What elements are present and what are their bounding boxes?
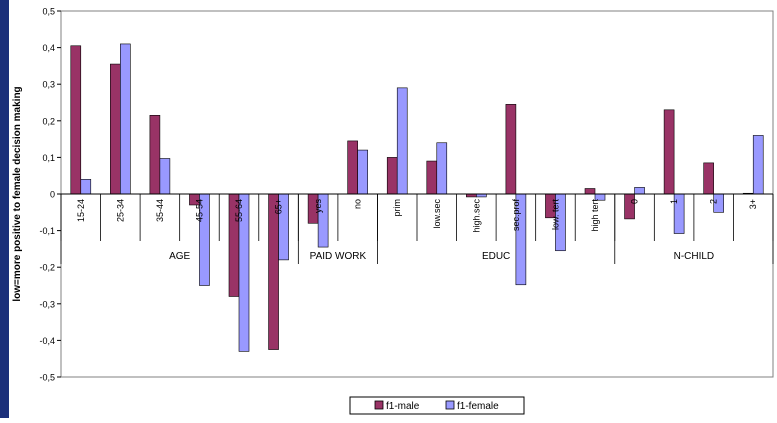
bar-male-11 [505, 104, 517, 195]
bars [70, 43, 764, 352]
left-edge-bar [0, 0, 9, 418]
group-label: AGE [169, 251, 190, 262]
x-tick-label: sec.prof [511, 199, 521, 232]
bar-male-0 [70, 45, 82, 195]
x-tick-label: no [353, 199, 363, 209]
y-tick-label: -0,2 [39, 263, 55, 273]
y-tick-label: 0 [50, 190, 55, 200]
y-axis-label: low=more positive to female decision mak… [12, 86, 23, 301]
x-tick-label: 1 [669, 199, 679, 204]
x-tick-label: 55-64 [234, 199, 244, 222]
y-tick-label: -0,4 [39, 336, 55, 346]
x-tick-label: 65+ [274, 199, 284, 214]
x-tick-label: 15-24 [76, 199, 86, 222]
legend: f1-male f1-female [349, 396, 525, 415]
x-tick-label: low. tert [550, 199, 560, 231]
bar-female-0 [80, 179, 92, 195]
y-tick-label: 0,4 [42, 43, 55, 53]
x-tick-label: 35-44 [155, 199, 165, 222]
x-tick-label: low.sec [432, 199, 442, 229]
y-tick-label: 0,5 [42, 7, 55, 17]
x-tick-label: yes [313, 199, 323, 214]
bar-male-15 [663, 109, 675, 195]
group-label: N-CHILD [674, 251, 715, 262]
group-label: EDUC [482, 251, 510, 262]
y-tick-label: 0,1 [42, 153, 55, 163]
y-tick-label: -0,3 [39, 299, 55, 309]
x-axis: 15-24 25-34 35-44 45-54 55-64 65+ yes no prim low… [60, 193, 774, 264]
bar-female-17 [752, 135, 764, 195]
bar-male-9 [426, 160, 438, 195]
legend-swatch-male [374, 400, 384, 410]
bar-male-2 [149, 115, 161, 195]
bar-male-5 [268, 193, 279, 350]
legend-swatch-female [445, 400, 455, 410]
y-tick-label: -0,1 [39, 226, 55, 236]
x-tick-label: 3+ [748, 199, 758, 209]
legend-label-male: f1-male [386, 401, 420, 412]
x-tick-label: 25-34 [115, 199, 125, 222]
bar-female-1 [120, 43, 131, 195]
bar-male-14 [624, 193, 635, 220]
bar-female-9 [436, 142, 448, 195]
x-tick-label: 2 [709, 199, 719, 204]
bar-male-16 [703, 162, 714, 195]
y-tick-label: 0,3 [42, 80, 55, 90]
y-tick-label: -0,5 [39, 373, 55, 383]
x-tick-label: prim [392, 199, 402, 217]
bar-male-7 [347, 140, 358, 195]
x-tick-label: high tert [590, 199, 600, 232]
x-tick-label: 45-54 [194, 199, 204, 222]
bar-female-2 [159, 158, 171, 195]
x-tick-label: 0 [630, 199, 640, 204]
bar-female-7 [357, 149, 368, 195]
legend-label-female: f1-female [457, 401, 499, 412]
bar-male-8 [386, 157, 398, 195]
bar-female-14 [634, 187, 645, 195]
bar-female-8 [396, 87, 408, 195]
x-tick-label: high.sec [471, 199, 481, 233]
legend-box [349, 396, 525, 415]
bar-male-13 [584, 188, 596, 195]
group-label: PAID WORK [310, 251, 367, 262]
bar-male-1 [110, 63, 121, 195]
y-axis-ticks: -0,5 -0,4 -0,3 -0,2 -0,1 0 0,1 0,2 0,3 0,4 0,5 [39, 7, 61, 383]
y-tick-label: 0,2 [42, 116, 55, 126]
